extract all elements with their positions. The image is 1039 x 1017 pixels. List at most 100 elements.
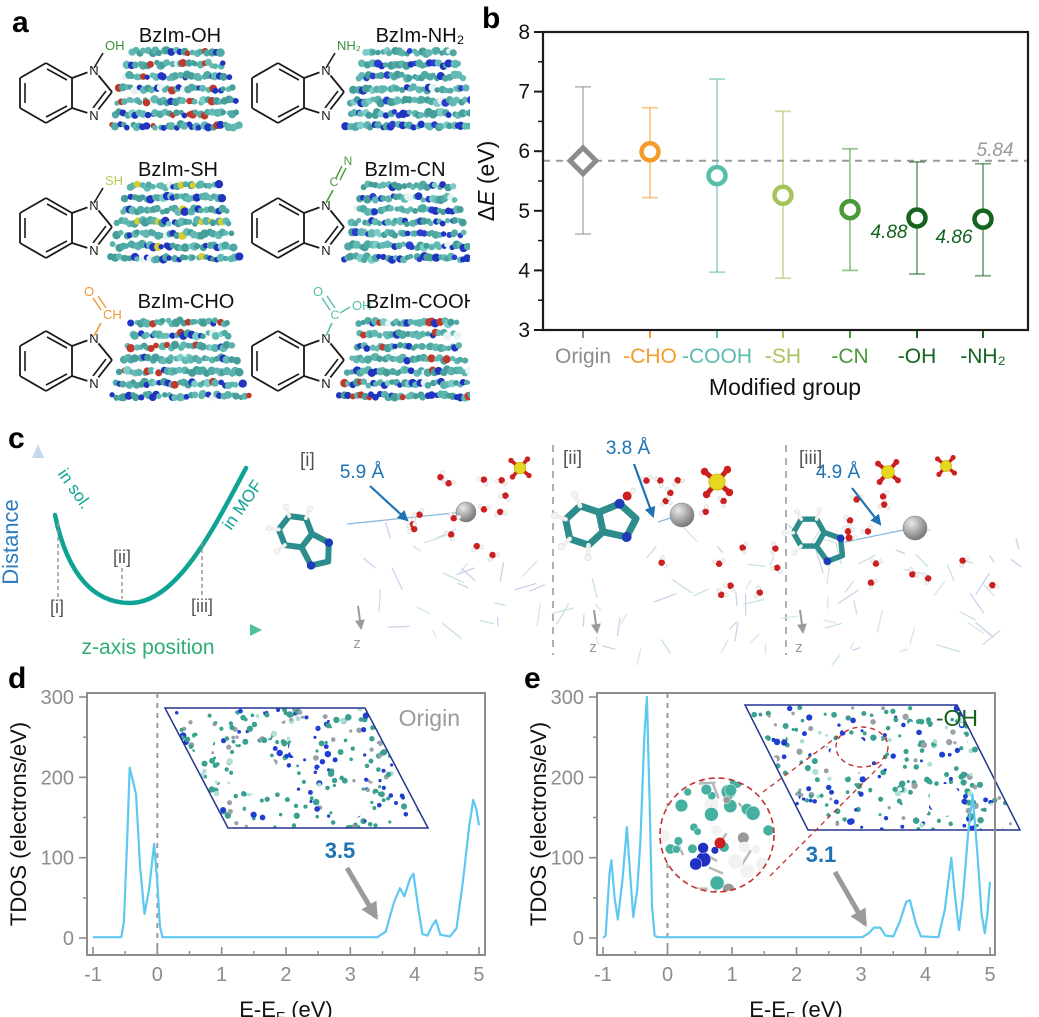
hydrogen-atom [964,556,970,562]
mof-atom [136,205,145,214]
hydrogen-atom [850,527,856,533]
md-snapshot: 4.9 Å[iii] z [780,448,1022,665]
mof-atom [235,252,244,261]
mof-atom [171,394,179,402]
mof-atom [402,823,407,828]
mof-atom [883,768,887,772]
mof-atom [131,61,139,69]
mof-atom [250,713,255,718]
mof-atom [446,122,453,130]
mof-atom [961,798,968,805]
framework-line [982,629,1001,646]
mof-atom [232,381,239,388]
oxygen-atom [657,477,664,484]
gap-value: 3.1 [806,842,837,867]
molecule-label: BzIm-COOH [366,291,470,313]
oxygen-atom [658,559,666,566]
data-marker-circle [906,207,928,229]
mof-atom [420,230,428,237]
mof-atom [782,723,789,730]
mof-atom [773,706,779,712]
framework-line [514,582,537,591]
oxygen-atom [473,542,481,550]
mof-atom [960,779,967,786]
hydrogen-atom [502,511,508,516]
mof-atom [229,770,234,775]
mof-atom [406,109,413,115]
mof-atom [158,232,165,239]
mof-atom [435,329,443,337]
bond [251,242,279,259]
schematic-y-label: Distance [0,499,23,585]
x-tick-label: -1 [594,964,612,986]
bond [92,225,107,244]
mof-atom [330,737,336,742]
framework-line [858,554,876,565]
mof-atom [378,778,382,783]
framework-line [933,580,946,597]
framework-line [729,621,738,630]
benzimidazole-sticks [266,503,334,570]
mof-atom [954,747,960,754]
mof-atom [119,380,127,388]
mof-atom [751,711,758,718]
oxygen-atom [723,465,732,474]
mof-atom [315,725,321,731]
panel-label-b: b [482,2,501,35]
mof-atom [372,806,377,811]
mof-atom [901,722,906,728]
mof-atom [947,752,952,757]
mof-atom [120,194,129,203]
molecule-label: BzIm-SH [138,159,218,181]
mof-atom [902,764,908,769]
hydrogen-atom [647,474,653,480]
mof-atom [390,763,394,767]
mof-atom [199,84,207,92]
bond [45,330,73,347]
framework-line [959,610,977,621]
mof-atom [242,806,247,811]
mof-atom [887,806,891,810]
mof-atom [156,393,162,400]
mof-atom [423,183,431,191]
hydrogen-atom [664,486,670,492]
bond [45,105,68,118]
mof-atom [212,63,219,70]
mof-atom [854,783,858,787]
hydrogen-atom [660,555,665,561]
mof-atom [226,710,231,714]
snapshot-tag: [iii] [799,448,822,469]
mof-atom [398,330,407,339]
mof-atom [382,62,389,68]
mof-atom [143,331,150,339]
mof-atom [369,736,375,742]
mof-atom [346,252,355,261]
mof-atom [881,706,886,711]
mof-atom [200,333,206,340]
mof-atom [441,345,448,352]
mof-atom [130,354,139,363]
mof-atom [381,798,386,803]
bond [325,52,336,69]
hydrogen-atom [307,505,314,512]
mof-atom [198,390,207,399]
mof-atom [364,763,370,769]
mof-atom [121,254,129,262]
mof-atom [360,378,368,385]
mof-atom [218,379,224,386]
mof-atom [811,758,818,765]
mof-atom [898,780,906,788]
hydrogen-atom [479,544,485,550]
value-annotation: 4.86 [936,227,973,248]
mof-atom [322,714,328,720]
mof-atom [433,46,441,54]
mof-atom [286,763,292,768]
schematic-x-label: z-axis position [81,636,214,659]
mof-slab [109,46,243,132]
oxygen-atom [845,534,853,542]
mof-atom [387,205,395,212]
benzimidazole-sticks [781,507,858,566]
mof-atom [896,798,902,804]
mof-atom [142,98,151,107]
